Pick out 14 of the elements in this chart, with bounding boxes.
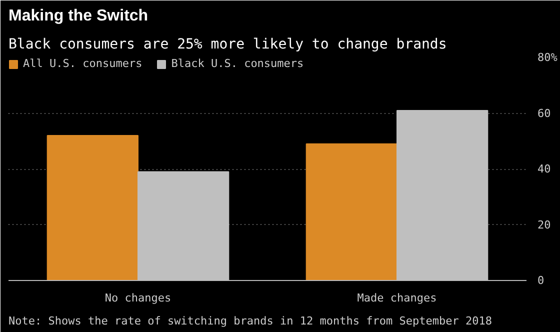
y-tick-label: 20: [538, 218, 551, 232]
x-tick-label: Made changes: [357, 292, 437, 304]
y-tick-label: 60: [538, 106, 551, 120]
bar: [306, 143, 398, 280]
chart-subtitle: Black consumers are 25% more likely to change brands: [8, 36, 447, 52]
text: Note: Shows the rate of switching brands in 12 months from September 2018: [8, 314, 492, 328]
y-tick-label: 0: [538, 274, 544, 287]
legend-label: All U.S. consumers: [23, 57, 142, 70]
legend-label: Black U.S. consumers: [171, 57, 304, 70]
chart-title: Making the Switch: [8, 8, 148, 24]
y-tick-label: 40: [538, 162, 551, 176]
x-tick-label: No changes: [104, 292, 172, 304]
bar: [46, 135, 138, 280]
y-tick-label: 80%: [538, 51, 558, 64]
